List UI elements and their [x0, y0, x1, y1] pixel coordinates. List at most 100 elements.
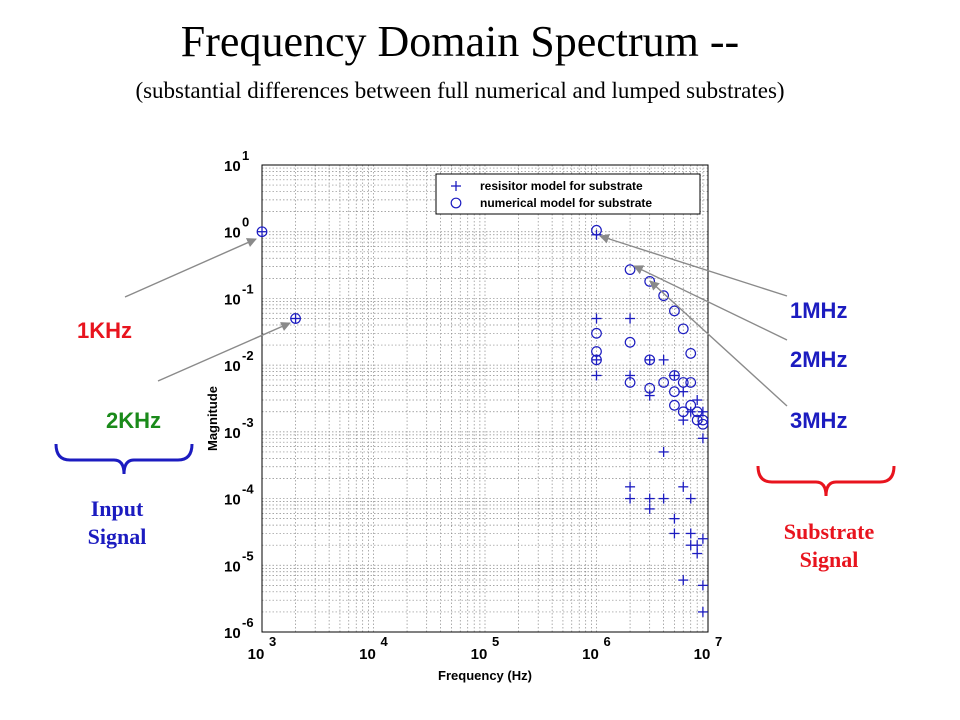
data-point-resistor [658, 493, 669, 504]
y-tick-label: 10 [224, 158, 241, 175]
data-point-resistor [692, 548, 703, 559]
x-tick-exponent: 4 [381, 634, 389, 649]
x-tick-exponent: 7 [715, 634, 722, 649]
x-tick-exponent: 6 [604, 634, 611, 649]
y-tick-label: 10 [224, 358, 241, 375]
data-point-resistor [669, 528, 680, 539]
data-point-resistor [591, 313, 602, 324]
substrate-signal-line2: Signal [799, 547, 859, 572]
data-point-resistor [625, 313, 636, 324]
x-tick-label: 10 [471, 646, 488, 663]
legend-box [435, 173, 701, 215]
arrow-2mhz [633, 265, 788, 341]
data-point-resistor [644, 354, 655, 365]
y-tick-exponent: -1 [242, 281, 254, 296]
y-tick-exponent: 1 [242, 148, 249, 163]
plot-frame [261, 164, 709, 633]
data-point-resistor [692, 395, 703, 406]
data-point-resistor [290, 313, 301, 324]
arrow-3mhz [649, 280, 788, 407]
data-point-numerical [591, 354, 602, 366]
data-point-resistor [678, 481, 689, 492]
data-point-numerical [658, 290, 670, 302]
data-point-numerical [669, 370, 680, 381]
data-point-numerical [677, 377, 689, 388]
data-point-resistor [685, 528, 696, 539]
callout-2khz: 2KHz [106, 408, 162, 433]
y-axis-label: Magnitude [205, 386, 220, 451]
data-point-numerical [669, 386, 680, 398]
x-tick-exponent: 3 [269, 634, 276, 649]
data-point-resistor [591, 370, 602, 381]
legend-label-numerical: numerical model for substrate [480, 196, 652, 210]
data-point-numerical [644, 354, 656, 366]
x-tick-exponent: 5 [492, 634, 499, 649]
data-point-resistor [644, 493, 655, 504]
data-point-resistor [625, 370, 636, 381]
data-point-resistor [669, 513, 680, 524]
data-point-numerical [624, 377, 636, 388]
input-signal-label: Input Signal [62, 495, 172, 551]
y-tick-label: 10 [224, 558, 241, 575]
arrow-1khz [124, 238, 257, 298]
legend-marker-resistor [451, 181, 461, 191]
substrate-signal-line1: Substrate [783, 519, 875, 544]
data-point-resistor [697, 606, 708, 617]
data-point-numerical [691, 406, 703, 418]
data-point-numerical [685, 377, 697, 388]
substrate-signal-brace [756, 465, 896, 497]
arrow-1mhz [599, 234, 788, 297]
y-tick-exponent: -3 [242, 415, 254, 430]
data-point-numerical [644, 382, 656, 394]
data-point-numerical [624, 336, 636, 348]
data-point-resistor [685, 406, 696, 417]
x-tick-label: 10 [582, 646, 599, 663]
x-tick-label: 10 [359, 646, 376, 663]
data-point-resistor [692, 540, 703, 551]
arrow-2khz [157, 322, 291, 382]
callout-3mhz: 3MHz [790, 408, 848, 433]
slide-subtitle: (substantial differences between full nu… [135, 78, 785, 103]
data-point-numerical [697, 414, 709, 426]
callout-1mhz: 1MHz [790, 298, 848, 323]
input-signal-line2: Signal [87, 524, 147, 549]
data-point-resistor [257, 226, 267, 237]
y-tick-label: 10 [224, 291, 241, 308]
data-point-numerical [591, 346, 602, 357]
data-point-resistor [685, 493, 696, 504]
data-point-resistor [658, 446, 669, 457]
y-tick-exponent: -2 [242, 348, 254, 363]
x-tick-label: 10 [248, 646, 265, 663]
data-point-numerical [591, 224, 602, 236]
data-point-resistor [644, 503, 655, 514]
callout-1khz: 1KHz [77, 318, 133, 343]
data-point-resistor [697, 533, 708, 544]
data-point-numerical [669, 305, 680, 317]
input-signal-line1: Input [90, 496, 144, 521]
x-tick-label: 10 [694, 646, 711, 663]
y-tick-exponent: -4 [242, 482, 254, 497]
legend-marker-numerical [450, 197, 462, 209]
data-point-resistor [625, 493, 636, 504]
data-point-numerical [256, 226, 268, 238]
data-point-resistor [644, 390, 655, 401]
callout-2mhz: 2MHz [790, 347, 848, 372]
data-point-numerical [290, 313, 301, 324]
substrate-signal-label: Substrate Signal [764, 518, 894, 574]
slide-title: Frequency Domain Spectrum -- [180, 17, 740, 66]
y-tick-exponent: -6 [242, 615, 254, 630]
data-point-numerical [669, 399, 680, 411]
data-point-resistor [678, 575, 689, 586]
data-point-resistor [697, 433, 708, 444]
data-point-resistor [697, 580, 708, 591]
data-point-numerical [658, 377, 670, 388]
y-tick-label: 10 [224, 225, 241, 242]
data-point-resistor [678, 386, 689, 397]
y-tick-exponent: -5 [242, 548, 254, 563]
y-tick-label: 10 [224, 492, 241, 509]
y-tick-exponent: 0 [242, 215, 249, 230]
data-point-numerical [677, 406, 689, 418]
data-point-resistor [625, 481, 636, 492]
